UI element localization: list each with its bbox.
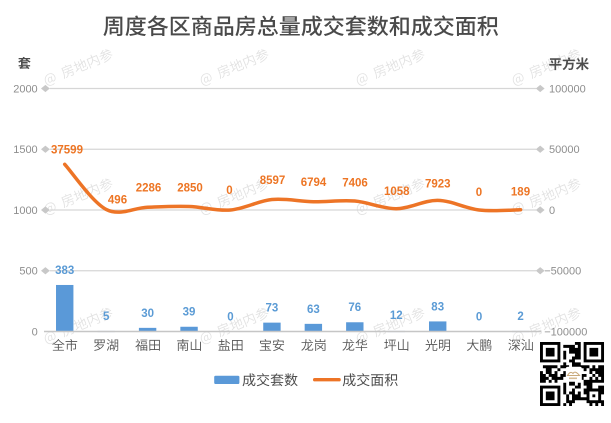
svg-text:1058: 1058 bbox=[384, 186, 410, 198]
svg-text:76: 76 bbox=[348, 302, 361, 314]
svg-text:−50000: −50000 bbox=[544, 266, 581, 278]
svg-text:189: 189 bbox=[511, 187, 530, 199]
svg-text:83: 83 bbox=[431, 301, 444, 313]
svg-text:496: 496 bbox=[108, 195, 127, 207]
svg-text:12: 12 bbox=[390, 310, 403, 322]
svg-text:0: 0 bbox=[549, 205, 555, 217]
svg-text:2000: 2000 bbox=[13, 83, 37, 95]
svg-text:0: 0 bbox=[32, 326, 38, 338]
svg-text:39: 39 bbox=[183, 307, 196, 319]
svg-text:100000: 100000 bbox=[549, 83, 586, 95]
svg-text:1000: 1000 bbox=[13, 205, 37, 217]
svg-text:8597: 8597 bbox=[260, 175, 286, 187]
svg-text:0: 0 bbox=[226, 185, 232, 197]
svg-text:37599: 37599 bbox=[51, 145, 83, 157]
svg-text:0: 0 bbox=[227, 311, 233, 323]
svg-text:6794: 6794 bbox=[301, 177, 327, 189]
svg-text:7923: 7923 bbox=[425, 178, 451, 190]
svg-text:2: 2 bbox=[517, 311, 523, 323]
svg-text:500: 500 bbox=[19, 266, 37, 278]
svg-text:7406: 7406 bbox=[342, 178, 368, 190]
svg-text:2286: 2286 bbox=[136, 183, 162, 195]
svg-text:383: 383 bbox=[55, 265, 74, 277]
svg-text:63: 63 bbox=[307, 304, 320, 316]
svg-text:−100000: −100000 bbox=[544, 326, 587, 338]
svg-text:0: 0 bbox=[476, 311, 482, 323]
svg-text:1500: 1500 bbox=[13, 144, 37, 156]
svg-text:2850: 2850 bbox=[177, 183, 203, 195]
svg-text:0: 0 bbox=[476, 187, 482, 199]
svg-text:30: 30 bbox=[141, 308, 154, 320]
svg-text:50000: 50000 bbox=[549, 144, 580, 156]
svg-text:5: 5 bbox=[103, 311, 110, 323]
svg-text:73: 73 bbox=[266, 303, 279, 315]
